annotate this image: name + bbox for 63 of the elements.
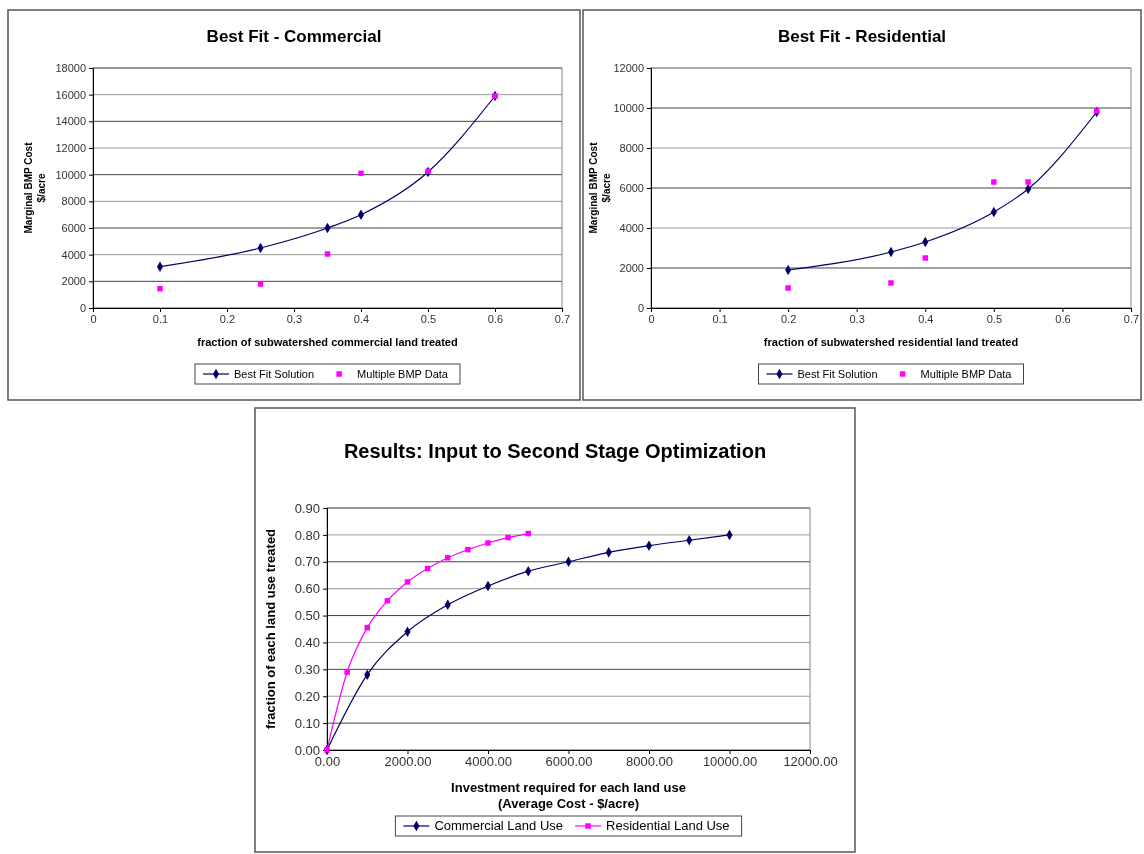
x-tick-label: 6000.00 (545, 754, 593, 770)
y-tick-label: 18000 (55, 62, 86, 75)
chart-title: Best Fit - Residential (777, 27, 947, 46)
legend-label: Multiple BMP Data (920, 368, 1013, 380)
chart-title: Results: Input to Second Stage Optimization (343, 440, 767, 462)
y-tick-label: 14000 (55, 115, 86, 128)
y-tick-label: 0.40 (294, 635, 320, 651)
y-tick-label: 0.90 (294, 500, 320, 516)
x-tick-label: 0.7 (554, 312, 571, 325)
y-tick-label: 8000 (619, 142, 644, 155)
y-tick-label: 6000 (61, 222, 86, 235)
y-tick-label: 0.80 (294, 527, 320, 543)
y-tick-label: 0.10 (294, 715, 320, 731)
chart-title: Best Fit - Commercial (206, 27, 382, 46)
x-tick-label: 0.6 (487, 312, 504, 325)
x-tick-label: 10000.00 (702, 754, 758, 770)
y-tick-label: 6000 (619, 182, 644, 195)
y-tick-label: 4000 (619, 222, 644, 235)
y-tick-label: 0.60 (294, 581, 320, 597)
x-axis-title: Investment required for each land use (Average Cost - $/acre) (451, 780, 686, 811)
x-tick-label: 0.6 (1055, 312, 1071, 325)
y-tick-label: 16000 (55, 88, 86, 101)
y-tick-label: 8000 (61, 195, 86, 208)
legend-label: Best Fit Solution (797, 368, 878, 380)
x-tick-label: 0.4 (353, 312, 370, 325)
x-tick-label: 0.2 (780, 312, 797, 325)
y-tick-label: 0.20 (294, 688, 320, 704)
x-tick-label: 0 (648, 312, 655, 325)
y-tick-label: 2000 (619, 262, 644, 275)
x-tick-label: 0.2 (219, 312, 236, 325)
x-tick-label: 0.5 (420, 312, 437, 325)
x-axis-title: fraction of subwatershed commercial land treated (197, 336, 458, 348)
y-tick-label: 0.50 (294, 608, 320, 624)
x-tick-label: 2000.00 (384, 754, 432, 770)
y-tick-label: 12000 (55, 142, 86, 155)
x-tick-label: 0.1 (712, 312, 728, 325)
x-tick-label: 0.1 (152, 312, 169, 325)
y-tick-label: 0 (637, 302, 644, 315)
x-tick-label: 12000.00 (783, 754, 838, 770)
x-axis-title: fraction of subwatershed residential land treated (763, 336, 1019, 348)
y-tick-label: 12000 (613, 62, 644, 75)
legend-label: Commercial Land Use (434, 818, 564, 833)
y-tick-label: 4000 (61, 248, 86, 261)
x-tick-label: 4000.00 (465, 754, 512, 770)
y-axis-title: Marginal BMP Cost $/acre (23, 141, 47, 234)
y-axis-title: Marginal BMP Cost $/acre (588, 141, 612, 234)
x-tick-label: 0 (90, 312, 97, 325)
x-tick-label: 0.3 (849, 312, 865, 325)
x-tick-label: 0.4 (918, 312, 934, 325)
y-tick-label: 10000 (613, 102, 644, 115)
x-tick-label: 8000.00 (626, 754, 673, 770)
legend-label: Best Fit Solution (234, 368, 315, 380)
y-tick-label: 2000 (61, 275, 86, 288)
y-axis-title: fraction of each land use treated (263, 528, 278, 730)
y-tick-label: 0.70 (294, 554, 320, 570)
y-tick-label: 0.30 (294, 661, 320, 677)
x-tick-label: 0.5 (986, 312, 1003, 325)
y-tick-label: 10000 (55, 168, 86, 181)
legend-label: Residential Land Use (606, 818, 730, 833)
y-tick-label: 0 (79, 302, 86, 315)
x-tick-label: 0.3 (286, 312, 303, 325)
legend-label: Multiple BMP Data (357, 368, 449, 380)
x-tick-label: 0.7 (1123, 312, 1140, 325)
